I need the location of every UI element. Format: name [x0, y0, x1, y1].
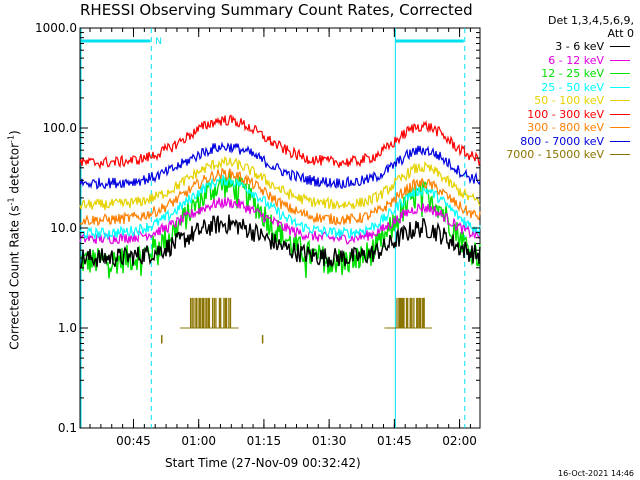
legend-swatch-2 [610, 59, 630, 61]
x-axis-label: Start Time (27-Nov-09 00:32:42) [165, 456, 361, 470]
detector-info: Det 1,3,4,5,6,9, Att 0 [548, 14, 634, 40]
legend-entry-9: 7000 - 15000 keV [476, 148, 636, 162]
axes-group: 0.1 1.0 10.0 100.0 1000.0 00:45 01:00 01:15 01:3… [35, 21, 480, 448]
legend-entry-7: 300 - 800 keV [476, 121, 636, 135]
night-label: N [155, 37, 162, 47]
series-line-7 [79, 167, 481, 227]
night-markers: N [80, 28, 466, 428]
detector-line-1: Det 1,3,4,5,6,9, [547, 14, 634, 27]
series-line-1 [79, 214, 481, 270]
y-tick-label-3: 100.0 [43, 121, 77, 135]
legend-label-4: 25 - 50 keV [541, 80, 604, 94]
legend-swatch-6 [610, 113, 630, 115]
x-tick-label-0: 00:45 [116, 434, 151, 448]
series-group [79, 114, 481, 279]
legend-swatch-9 [610, 154, 630, 155]
olive-spikes-0 [189, 297, 232, 328]
legend-swatch-8 [610, 140, 630, 142]
legend-label-5: 50 - 100 keV [534, 94, 604, 107]
olive-series-group [160, 297, 433, 344]
legend-label-3: 12 - 25 keV [541, 67, 604, 80]
chart-title: RHESSI Observing Summary Count Rates, Co… [80, 1, 473, 19]
series-line-5 [79, 156, 481, 211]
legend-label-9: 7000 - 15000 keV [506, 148, 604, 161]
legend-entry-3: 12 - 25 keV [476, 67, 636, 81]
x-tick-label-2: 01:15 [247, 434, 282, 448]
legend-entry-8: 800 - 7000 keV [476, 135, 636, 149]
x-tick-label-3: 01:30 [312, 434, 347, 448]
legend-entry-1: 3 - 6 keV [476, 40, 636, 54]
legend-swatch-3 [610, 73, 630, 74]
x-tick-label-1: 01:00 [181, 434, 216, 448]
series-line-6 [79, 114, 481, 170]
y-axis-label-text: Corrected Count Rate (s-1 detector-1) [6, 130, 22, 350]
series-line-8 [79, 141, 481, 190]
series-line-2 [79, 196, 481, 245]
y-tick-label-2: 10.0 [50, 221, 77, 235]
legend-swatch-5 [610, 100, 630, 101]
y-tick-label-4: 1000.0 [35, 21, 77, 35]
y-tick-label-1: 1.0 [58, 321, 77, 335]
detector-line-2: Att 0 [607, 27, 634, 40]
olive-spikes-1 [396, 297, 425, 328]
x-tick-label-5: 02:00 [442, 434, 477, 448]
footer-timestamp: 16-Oct-2021 14:46 [558, 469, 634, 478]
legend-label-7: 300 - 800 keV [527, 121, 604, 134]
legend-entry-4: 25 - 50 keV [476, 81, 636, 95]
legend-label-6: 100 - 300 keV [527, 107, 604, 121]
legend-label-2: 6 - 12 keV [548, 53, 604, 67]
y-axis-label: Corrected Count Rate (s-1 detector-1) [6, 130, 22, 350]
y-tick-label-0: 0.1 [58, 421, 77, 435]
legend-swatch-1 [610, 46, 630, 47]
legend: 3 - 6 keV 6 - 12 keV 12 - 25 keV 25 - 50 ke… [476, 40, 636, 162]
legend-swatch-4 [610, 86, 630, 88]
legend-entry-2: 6 - 12 keV [476, 54, 636, 68]
x-tick-label-4: 01:45 [377, 434, 412, 448]
series-line-4 [79, 174, 481, 241]
legend-swatch-7 [610, 127, 630, 128]
legend-label-1: 3 - 6 keV [555, 40, 604, 53]
legend-entry-6: 100 - 300 keV [476, 108, 636, 122]
legend-entry-5: 50 - 100 keV [476, 94, 636, 108]
legend-label-8: 800 - 7000 keV [520, 134, 604, 148]
